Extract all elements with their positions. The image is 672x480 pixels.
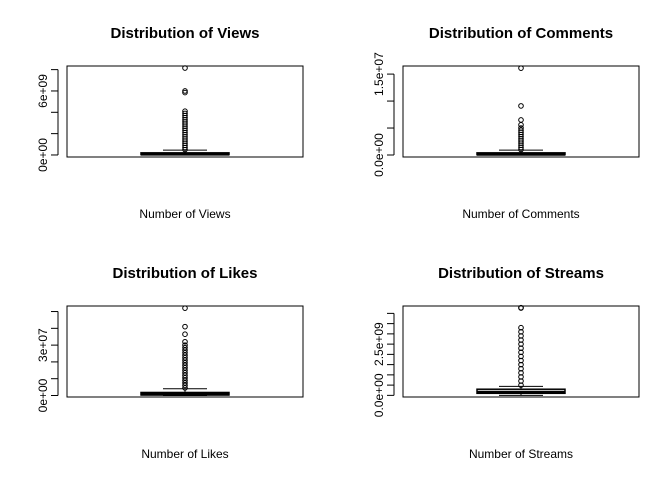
outlier <box>518 349 524 356</box>
x-axis-label: Number of Streams <box>469 447 573 461</box>
panel: Distribution of Likes Number of Likes 0e+0… <box>36 265 304 461</box>
x-axis-label: Number of Views <box>139 207 230 221</box>
outlier <box>518 353 524 360</box>
chart-title: Distribution of Likes <box>112 265 257 282</box>
outlier <box>182 89 188 96</box>
outlier <box>518 121 524 128</box>
outlier <box>518 125 524 131</box>
outlier <box>182 344 188 351</box>
x-axis-label: Number of Likes <box>141 447 228 461</box>
outlier <box>518 378 524 384</box>
panel: Distribution of Views Number of Views 0e+0… <box>36 25 304 221</box>
outlier <box>518 341 524 347</box>
outlier <box>518 337 524 343</box>
outlier <box>182 342 188 348</box>
panel: Distribution of Streams Number of Streams… <box>372 265 640 461</box>
outlier <box>182 338 188 345</box>
y-tick-label: 2.5e+09 <box>372 322 386 366</box>
y-tick-label: 0.0e+00 <box>372 133 386 177</box>
outlier <box>518 365 524 372</box>
outlier <box>518 304 524 311</box>
outlier <box>182 108 188 115</box>
outlier <box>182 331 188 338</box>
outlier <box>518 361 524 368</box>
outlier <box>518 329 524 335</box>
outlier <box>518 382 524 388</box>
y-tick-label: 6e+09 <box>36 74 50 108</box>
x-axis-label: Number of Comments <box>462 207 579 221</box>
outlier <box>518 374 524 380</box>
outlier <box>182 323 188 330</box>
outlier <box>182 305 188 311</box>
y-tick-label: 0e+00 <box>36 378 50 412</box>
chart-title: Distribution of Streams <box>438 265 604 282</box>
y-tick-label: 1.5e+07 <box>372 52 386 96</box>
y-tick-label: 0.0e+00 <box>372 373 386 417</box>
outlier <box>518 345 524 352</box>
chart-title: Distribution of Comments <box>429 25 613 42</box>
outlier <box>182 65 188 71</box>
outlier <box>518 117 524 123</box>
outlier <box>518 324 524 331</box>
outlier <box>518 103 524 109</box>
outlier <box>182 88 188 94</box>
y-tick-label: 0e+00 <box>36 138 50 172</box>
chart-title: Distribution of Views <box>111 25 260 42</box>
outlier <box>182 110 188 117</box>
outlier <box>518 127 524 133</box>
outlier <box>518 370 524 376</box>
outlier <box>518 65 524 71</box>
outlier <box>518 333 524 339</box>
outlier <box>518 357 524 364</box>
y-tick-label: 3e+07 <box>36 328 50 362</box>
panel: Distribution of Comments Number of Commen… <box>372 25 640 221</box>
